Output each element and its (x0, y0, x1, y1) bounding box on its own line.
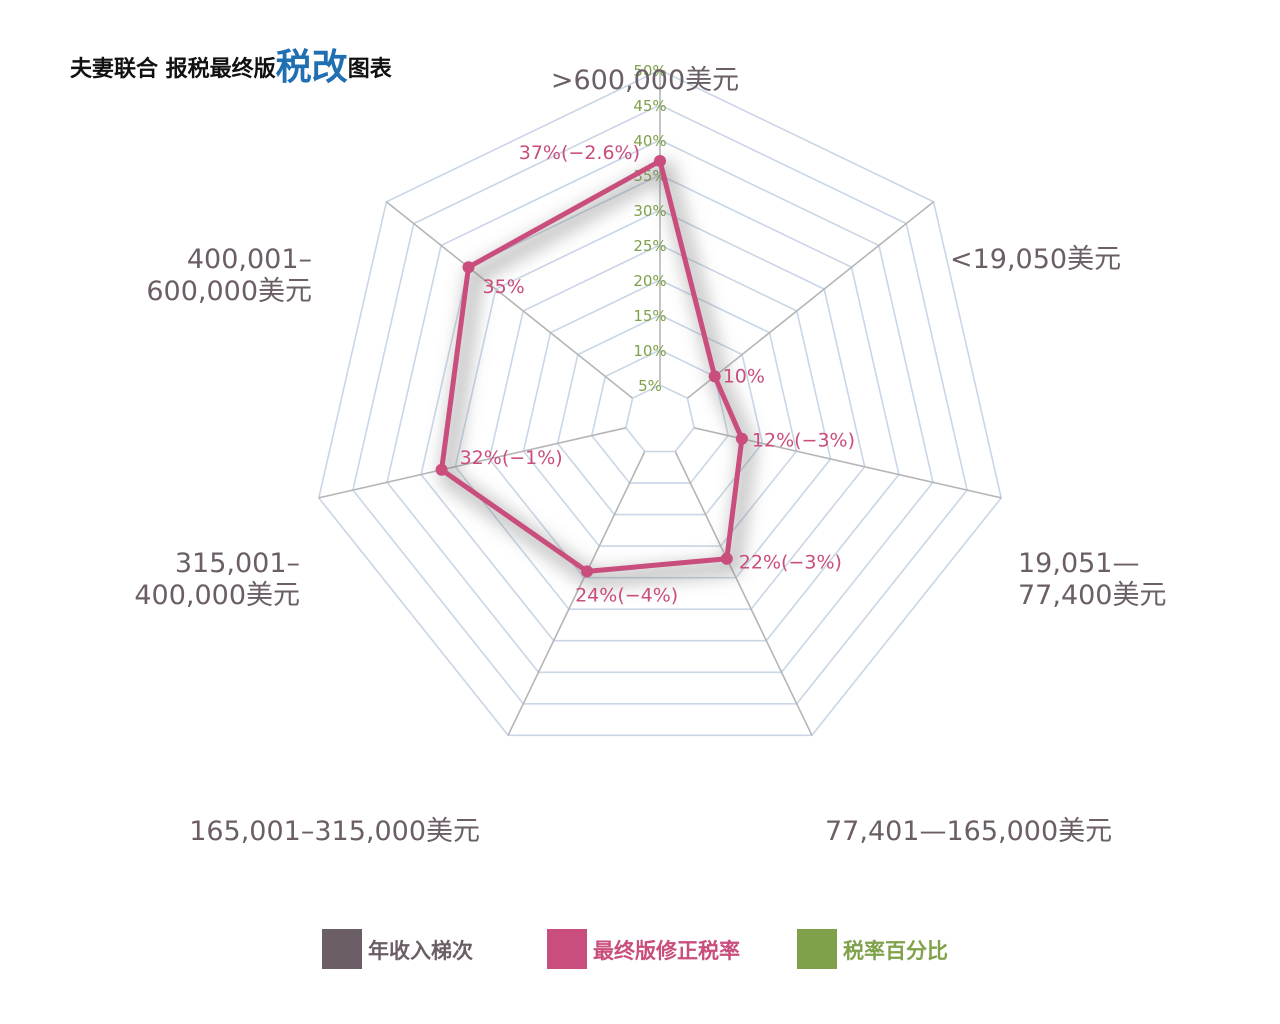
data-label-3: 22%(−3%) (739, 552, 842, 574)
tick-label-25: 25% (633, 237, 666, 255)
axis-spoke-1 (686, 201, 935, 399)
data-label-4: 24%(−4%) (575, 584, 678, 606)
tick-label-20: 20% (633, 272, 666, 290)
axis-label-1-line-0: <19,050美元 (950, 244, 1121, 275)
axis-label-1: <19,050美元 (950, 244, 1121, 275)
data-label-1: 10% (723, 365, 765, 387)
axis-spoke-3 (674, 451, 813, 736)
chart-title-suffix: 图表 (347, 57, 392, 82)
axis-label-2-line-1: 77,400美元 (1018, 580, 1166, 611)
tick-label-50: 50% (633, 62, 666, 80)
chart-title-emphasis: 税改 (275, 47, 348, 88)
grid-ring-35 (420, 174, 900, 642)
legend-swatch-income-bracket (322, 929, 362, 969)
data-label-6: 35% (483, 276, 525, 298)
chart-title-prefix: 夫妻联合 报税最终版 (70, 57, 276, 82)
tick-label-5: 5% (638, 377, 662, 395)
data-point-0 (654, 155, 666, 167)
data-point-1 (708, 370, 721, 383)
axis-spoke-4 (507, 451, 646, 736)
data-label-0: 37%(−2.6%) (519, 142, 640, 164)
legend-label-revised-rate: 最终版修正税率 (593, 939, 740, 963)
grid-ring-15 (556, 314, 764, 516)
axis-spoke-6 (385, 201, 634, 399)
radar-series: 37%(−2.6%) 10% 12%(−3%) 22%(−3%) 24%(−4%) 32%… (435, 142, 855, 606)
chart-legend: 年收入梯次 最终版修正税率 税率百分比 (0, 925, 1280, 971)
axis-label-5: 315,001– 400,000美元 (134, 548, 300, 611)
legend-swatch-revised-rate (547, 929, 587, 969)
tick-label-15: 15% (633, 307, 666, 325)
data-label-5: 32%(−1%) (460, 447, 563, 469)
series-line (439, 158, 745, 574)
axis-label-6-line-0: 400,001– (187, 244, 312, 275)
legend-label-income-bracket: 年收入梯次 (368, 939, 473, 963)
axis-spoke-5 (318, 427, 627, 499)
data-point-6 (462, 261, 475, 274)
tick-label-30: 30% (633, 202, 666, 220)
axis-label-3: 77,401—165,000美元 (825, 816, 1112, 847)
legend-swatch-rate-percent (797, 929, 837, 969)
axis-label-4: 165,001–315,000美元 (189, 816, 480, 847)
data-point-4 (581, 565, 594, 578)
radar-axis-labels: >600,000美元 <19,050美元 19,051— 77,400美元 77,401… (134, 65, 1166, 847)
tick-label-10: 10% (633, 342, 666, 360)
radar-tick-labels: 5%10%15%20%25%30%35%40%45%50% (633, 62, 666, 395)
axis-label-5-line-0: 315,001– (175, 548, 300, 579)
grid-ring-30 (454, 209, 866, 611)
data-label-2: 12%(−3%) (752, 430, 855, 452)
axis-label-6-line-1: 600,000美元 (146, 276, 312, 307)
data-point-5 (435, 463, 448, 476)
grid-ring-45 (352, 104, 968, 705)
axis-label-0-line-0: >600,000美元 (551, 65, 739, 96)
grid-ring-5 (625, 384, 695, 453)
data-point-2 (735, 432, 748, 445)
axis-label-6: 400,001– 600,000美元 (146, 244, 312, 307)
axis-label-0: >600,000美元 (551, 65, 739, 96)
axis-label-5-line-1: 400,000美元 (134, 580, 300, 611)
tick-label-40: 40% (633, 132, 666, 150)
tick-label-45: 45% (633, 97, 666, 115)
axis-label-2: 19,051— 77,400美元 (1018, 548, 1166, 611)
grid-ring-50 (317, 69, 1003, 737)
grid-ring-20 (522, 279, 798, 547)
chart-title: 夫妻联合 报税最终版税改图表 (70, 38, 392, 90)
grid-ring-40 (386, 139, 934, 674)
axis-label-2-line-0: 19,051— (1018, 548, 1139, 579)
axis-label-4-line-0: 165,001–315,000美元 (189, 816, 480, 847)
data-point-3 (720, 552, 733, 565)
axis-label-3-line-0: 77,401—165,000美元 (825, 816, 1112, 847)
legend-label-rate-percent: 税率百分比 (843, 939, 948, 963)
